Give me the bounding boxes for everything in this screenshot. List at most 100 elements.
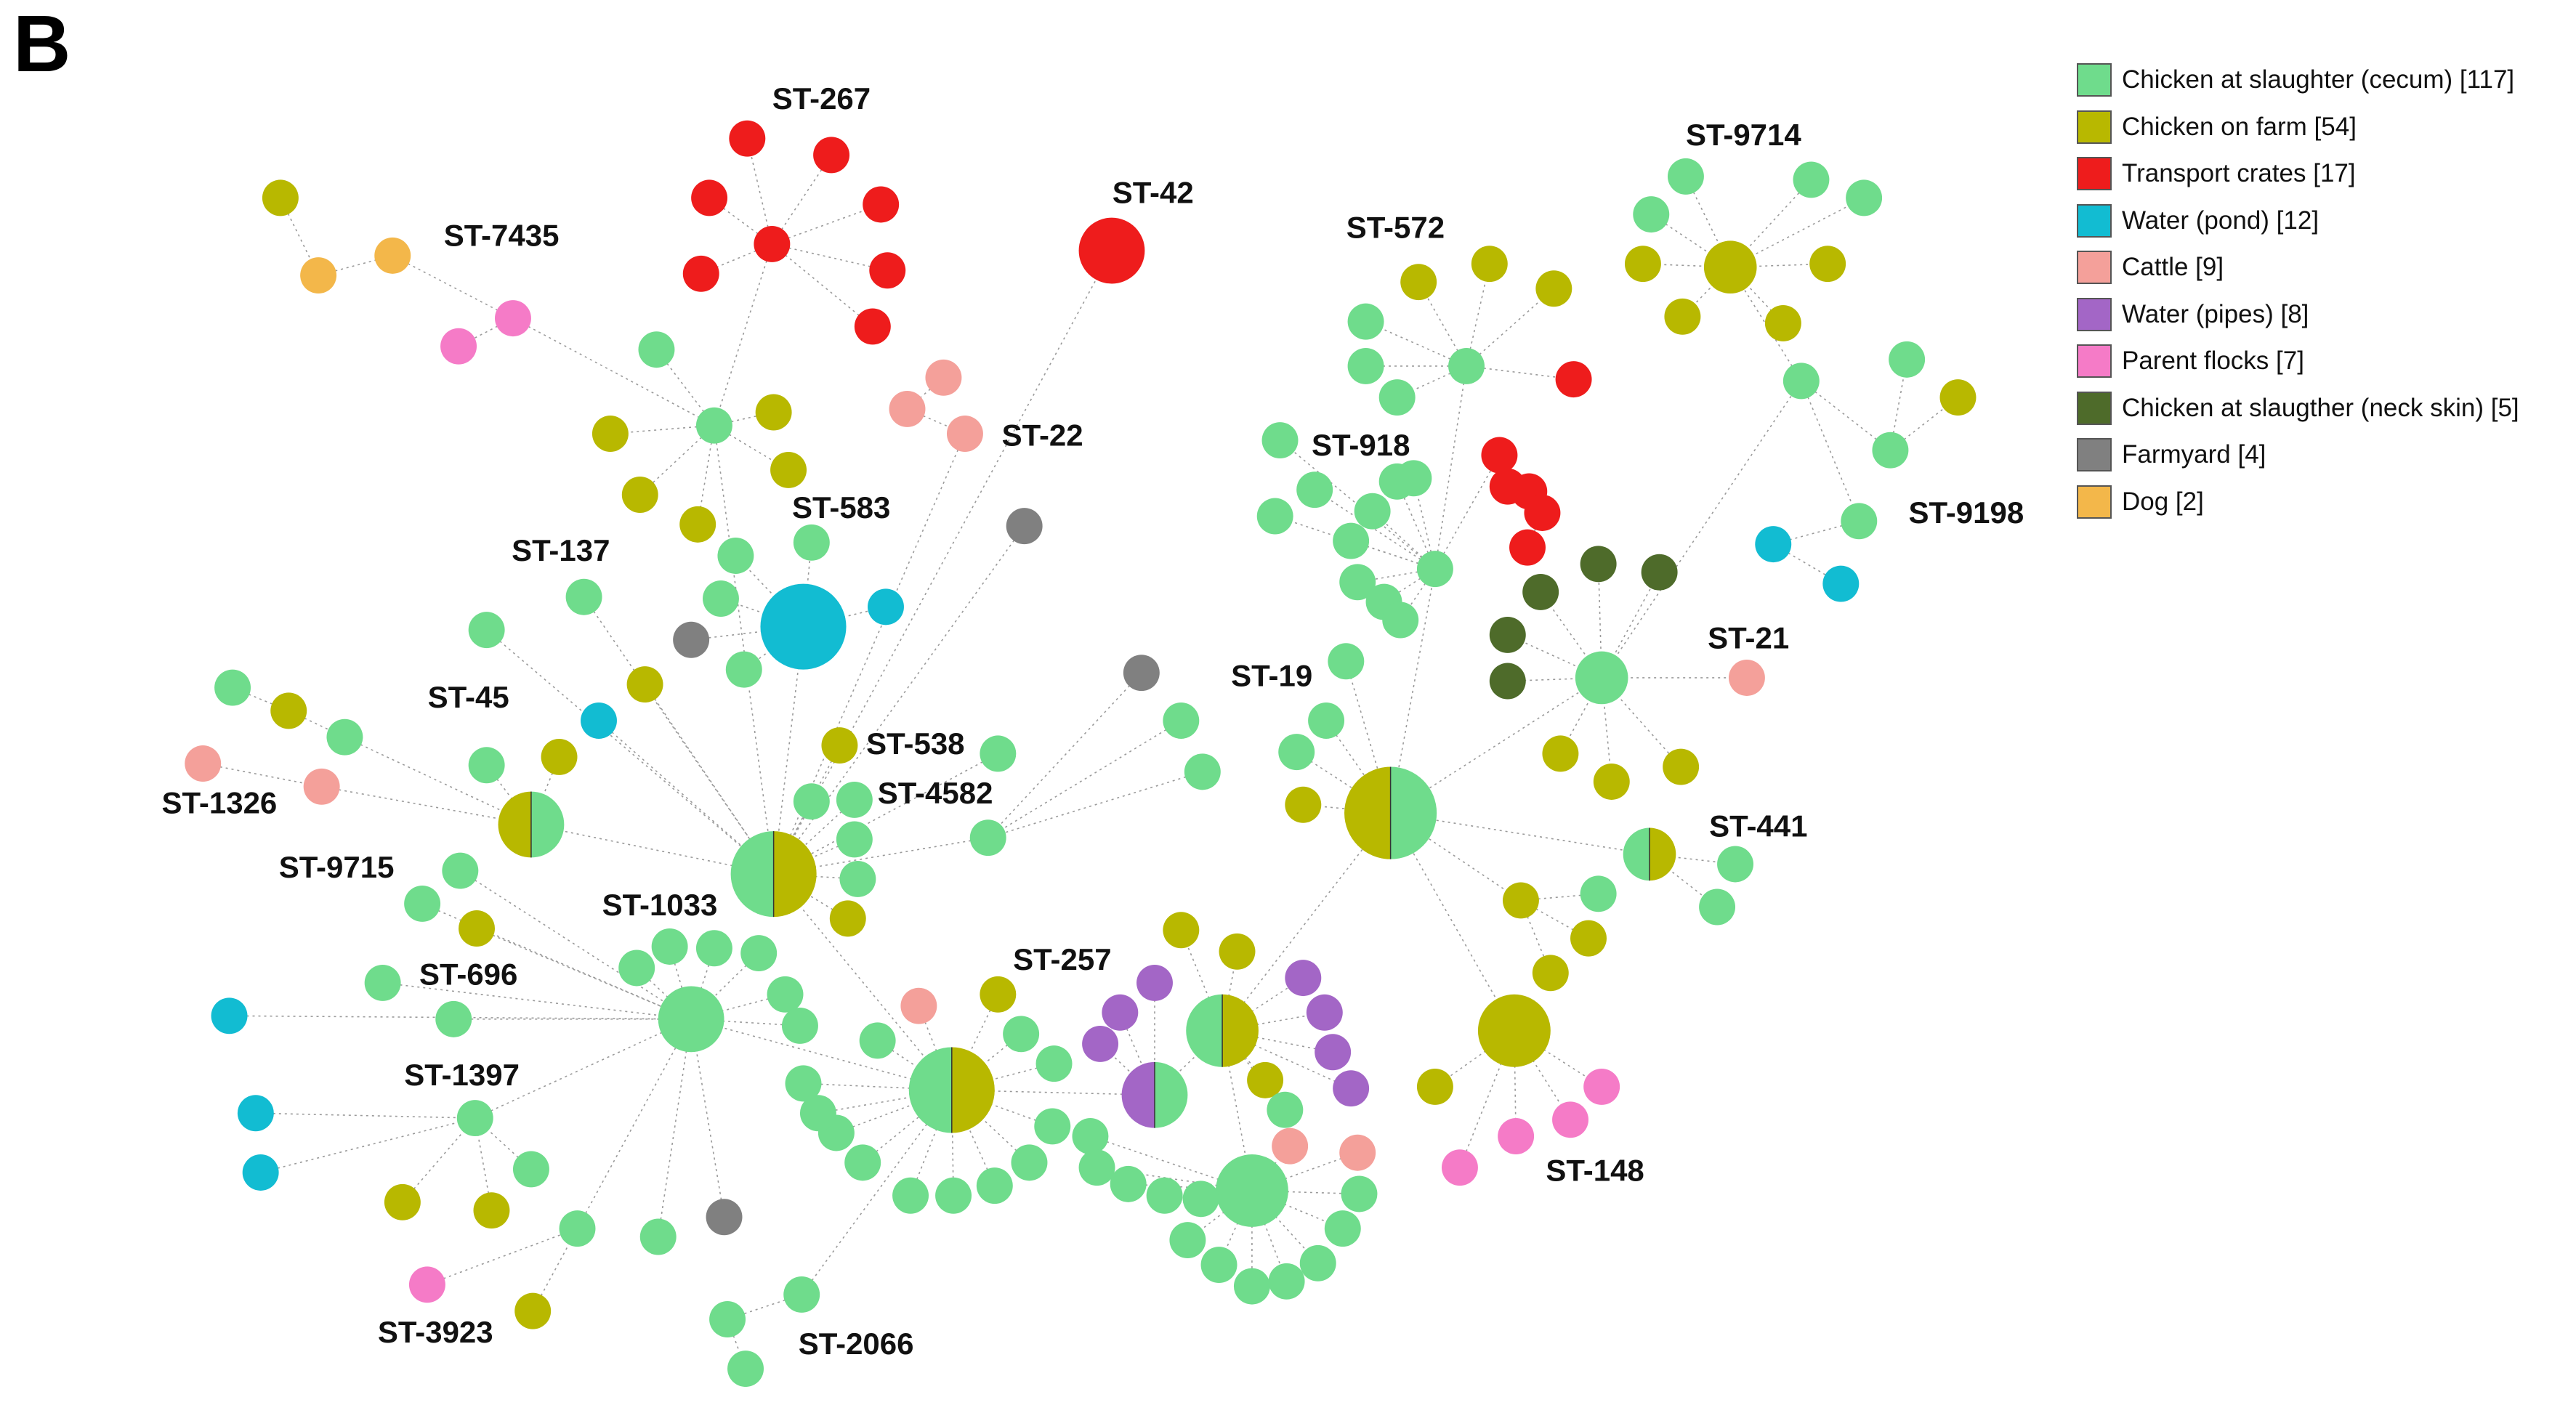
st-node xyxy=(384,1183,421,1220)
legend-label: Water (pond) [12] xyxy=(2122,206,2319,235)
st-node xyxy=(621,477,658,513)
tree-edge xyxy=(1601,572,1660,679)
st-node xyxy=(859,1022,896,1059)
st-node xyxy=(900,987,937,1024)
st-node xyxy=(211,997,248,1034)
st-node xyxy=(1347,347,1384,384)
st-node xyxy=(1082,1025,1119,1062)
st-label: ST-22 xyxy=(1002,418,1083,452)
st-node xyxy=(512,1151,549,1188)
st-node xyxy=(1339,1134,1376,1171)
st-node xyxy=(459,910,496,947)
st-node xyxy=(925,359,962,396)
st-node xyxy=(1400,264,1437,301)
st-node xyxy=(1441,1149,1478,1186)
st-node xyxy=(1011,1144,1048,1181)
st-label: ST-9715 xyxy=(279,850,395,884)
tree-edge xyxy=(657,1019,692,1237)
st-node xyxy=(651,928,688,965)
st-node xyxy=(1163,702,1200,739)
st-node xyxy=(1324,1210,1361,1247)
tree-edge xyxy=(486,629,775,875)
legend: Chicken at slaughter (cecum) [117] Chicke… xyxy=(2077,57,2519,525)
tree-edge xyxy=(988,672,1142,838)
st-node xyxy=(1502,882,1539,919)
st-node xyxy=(709,1301,746,1337)
st-node xyxy=(854,308,891,345)
st-node xyxy=(1580,875,1617,912)
st-node-slice xyxy=(730,831,774,918)
legend-label: Farmyard [4] xyxy=(2122,440,2266,469)
st-node xyxy=(839,860,876,897)
st-node xyxy=(559,1210,596,1247)
legend-label: Parent flocks [7] xyxy=(2122,347,2304,376)
tree-edge xyxy=(772,433,966,875)
st-label: ST-137 xyxy=(512,533,610,567)
st-node xyxy=(695,407,732,444)
st-node xyxy=(456,1100,493,1137)
st-label: ST-1033 xyxy=(602,888,718,922)
st-node xyxy=(541,738,578,775)
st-node xyxy=(1489,663,1526,700)
st-node xyxy=(1285,786,1322,823)
st-node xyxy=(1354,493,1391,530)
st-node xyxy=(1699,888,1736,926)
st-node xyxy=(1575,651,1628,705)
st-node xyxy=(755,394,792,431)
st-node xyxy=(185,745,222,782)
st-node-pie xyxy=(1344,766,1437,859)
st-label: ST-4582 xyxy=(878,776,993,810)
tree-edge xyxy=(773,799,855,875)
st-node xyxy=(303,768,340,805)
st-node xyxy=(442,852,479,889)
st-node xyxy=(1416,551,1453,588)
st-node-slice xyxy=(1222,994,1259,1067)
legend-label: Water (pipes) [8] xyxy=(2122,299,2309,328)
st-node xyxy=(626,666,663,703)
st-node xyxy=(565,578,602,615)
st-label: ST-9714 xyxy=(1686,118,1801,152)
st-node-slice xyxy=(773,831,817,918)
tree-edge xyxy=(690,1019,953,1091)
tree-edge xyxy=(255,1112,475,1119)
st-node xyxy=(679,506,716,543)
st-label: ST-45 xyxy=(428,680,509,714)
st-node xyxy=(1328,643,1365,680)
st-label: ST-19 xyxy=(1231,659,1312,693)
st-node xyxy=(1641,554,1678,591)
st-node xyxy=(695,930,732,967)
st-node-slice xyxy=(951,1047,995,1133)
tree-edge xyxy=(690,994,786,1020)
st-node xyxy=(1146,1177,1183,1214)
st-node-pie xyxy=(498,791,565,858)
st-label: ST-1397 xyxy=(404,1058,520,1092)
tree-edge xyxy=(232,687,289,712)
st-node xyxy=(980,976,1017,1013)
st-node xyxy=(374,237,411,274)
tree-edge xyxy=(421,903,692,1020)
st-label: ST-1326 xyxy=(162,785,278,819)
st-node xyxy=(1110,1165,1147,1202)
st-node-pie xyxy=(1121,1061,1188,1128)
st-node-slice xyxy=(1121,1061,1155,1128)
st-node xyxy=(1822,565,1860,602)
st-node xyxy=(1703,240,1757,294)
st-node xyxy=(1841,503,1878,540)
st-node xyxy=(793,783,830,820)
st-node xyxy=(1261,422,1299,459)
st-node xyxy=(1333,522,1370,559)
tree-edge xyxy=(1801,381,1860,522)
st-node xyxy=(727,1351,764,1388)
st-node xyxy=(767,976,804,1013)
st-node-slice xyxy=(1186,994,1223,1067)
st-node xyxy=(468,747,505,784)
st-node xyxy=(1034,1108,1071,1145)
tree-edge xyxy=(951,1089,1155,1096)
st-node xyxy=(1889,341,1926,378)
tree-edge xyxy=(1275,515,1436,570)
st-node-pie xyxy=(908,1047,995,1133)
st-node xyxy=(364,964,401,1001)
legend-item: Farmyard [4] xyxy=(2077,432,2519,479)
st-node xyxy=(1809,246,1846,283)
